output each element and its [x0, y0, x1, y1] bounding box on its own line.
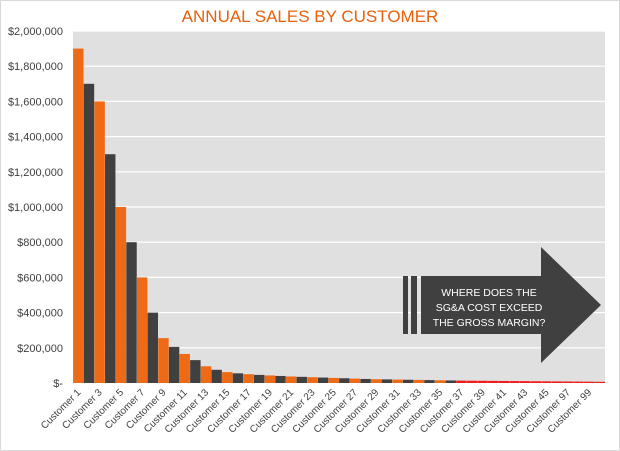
callout-stripe: [403, 276, 408, 334]
bar: [360, 378, 371, 383]
annotation-text: SG&A COST EXCEED: [436, 302, 543, 314]
bar: [371, 379, 382, 383]
y-tick-label: $2,000,000: [8, 26, 63, 38]
bar: [328, 377, 339, 383]
bar: [573, 381, 584, 383]
bar: [381, 379, 393, 383]
y-tick-label: $200,000: [17, 343, 63, 355]
bar: [530, 381, 542, 383]
bar: [211, 369, 222, 383]
bar: [541, 381, 552, 383]
y-tick-label: $1,600,000: [8, 96, 63, 108]
bar: [285, 376, 297, 383]
bar: [339, 378, 350, 383]
bar: [190, 360, 201, 383]
bar: [73, 48, 84, 383]
callout-arrow: WHERE DOES THE SG&A COST EXCEED THE GROSS …: [403, 247, 601, 363]
bar: [105, 154, 116, 383]
bar: [456, 380, 467, 383]
bar: [94, 101, 105, 384]
bar: [158, 338, 169, 383]
bar: [583, 381, 595, 383]
bar: [413, 379, 425, 383]
bar: [296, 376, 307, 383]
bar: [317, 377, 329, 383]
bar: [136, 277, 148, 383]
bar: [551, 381, 563, 383]
bar: [179, 353, 190, 383]
chart-title: ANNUAL SALES BY CUSTOMER: [181, 7, 439, 26]
bar: [424, 380, 435, 383]
arrow-right-icon: [421, 247, 601, 363]
bar: [147, 312, 159, 383]
y-tick-label: $-: [53, 378, 63, 390]
bar: [498, 380, 510, 383]
y-tick-label: $800,000: [17, 237, 63, 249]
bar: [83, 83, 95, 384]
bar: [253, 374, 265, 383]
bar: [275, 375, 286, 383]
y-tick-label: $600,000: [17, 272, 63, 284]
bar: [392, 379, 403, 383]
y-tick-label: $400,000: [17, 308, 63, 320]
annotation-text: THE GROSS MARGIN?: [433, 317, 546, 329]
bar: [264, 375, 276, 383]
y-tick-label: $1,200,000: [8, 167, 63, 179]
bar: [509, 381, 520, 383]
bar: [562, 381, 573, 383]
bar: [243, 374, 254, 383]
bar: [434, 380, 446, 383]
annotation-text: WHERE DOES THE: [441, 287, 536, 299]
bar: [466, 380, 478, 383]
bar: [402, 379, 414, 383]
callout-stripe: [411, 276, 417, 334]
bar: [445, 380, 456, 383]
bar: [477, 380, 488, 383]
bar: [168, 346, 180, 383]
bar: [232, 373, 244, 383]
bar: [126, 242, 137, 383]
bar: [200, 366, 212, 383]
y-tick-label: $1,400,000: [8, 132, 63, 144]
bar: [594, 381, 605, 383]
bar: [519, 381, 531, 383]
bar: [488, 380, 499, 383]
bars: [73, 48, 605, 384]
y-tick-label: $1,000,000: [8, 202, 63, 214]
bar: [115, 207, 127, 383]
bar: [307, 377, 318, 383]
bar: [222, 372, 233, 383]
y-tick-label: $1,800,000: [8, 61, 63, 73]
bar: [349, 378, 361, 383]
